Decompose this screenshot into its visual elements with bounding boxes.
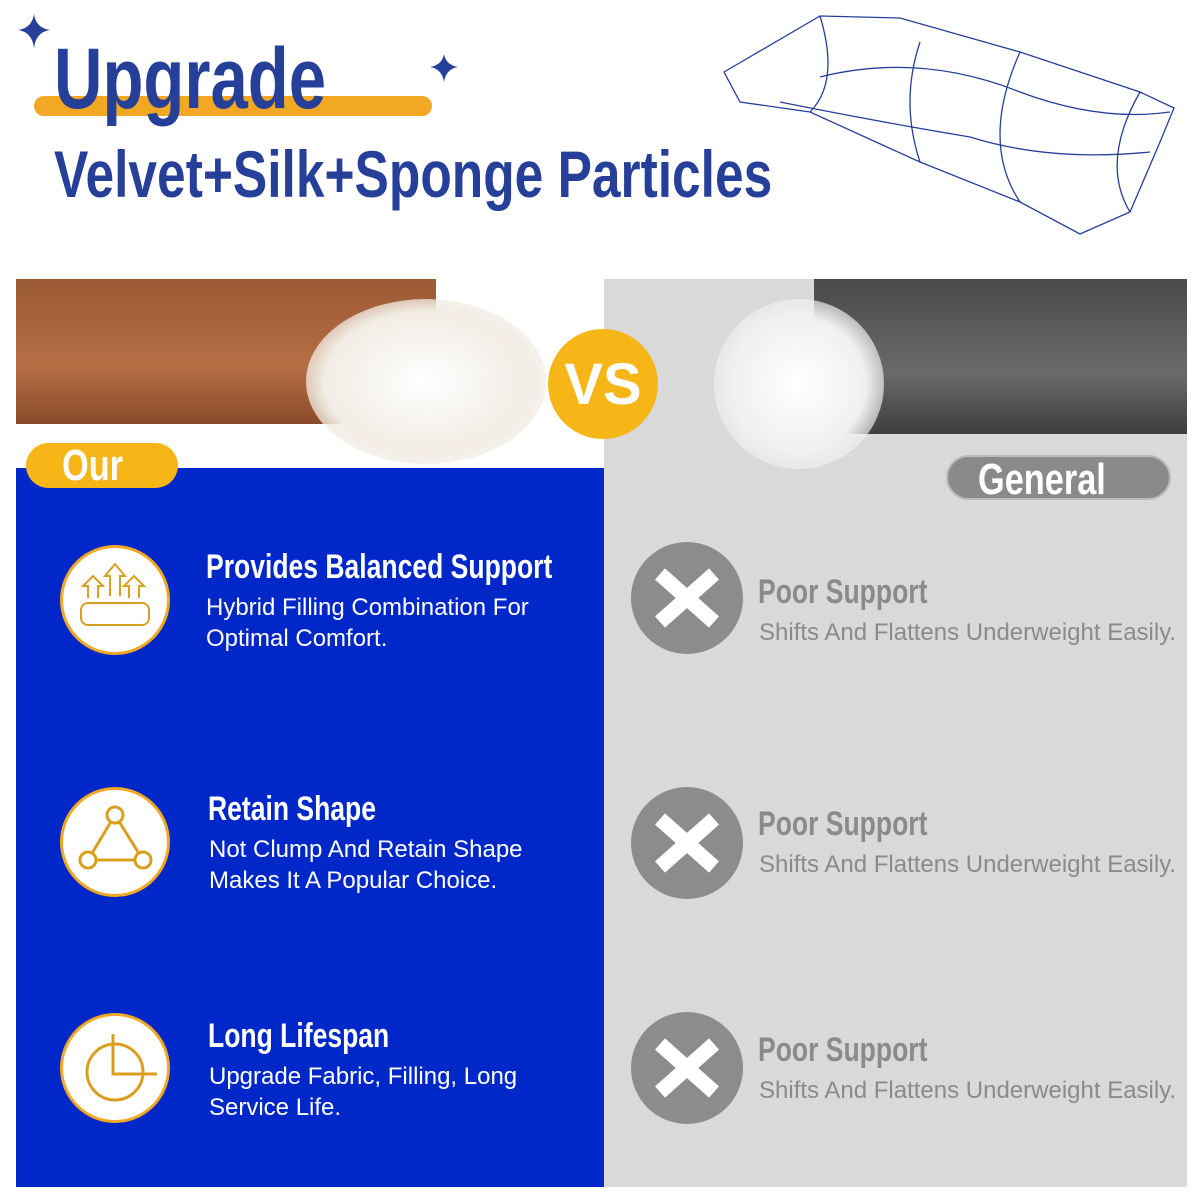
general-desc: Shifts And Flattens Underweight Easily. (759, 619, 1177, 646)
general-title: Poor Support (758, 805, 928, 843)
our-label: Our (26, 443, 178, 489)
x-icon (631, 1012, 743, 1124)
page-title: Upgrade (54, 31, 327, 127)
general-label: General (946, 455, 1171, 503)
page-subtitle: Velvet+Silk+Sponge Particles (54, 137, 773, 211)
title-underline (34, 96, 432, 116)
x-icon (631, 542, 743, 654)
x-icon (631, 787, 743, 899)
general-title: Poor Support (758, 573, 928, 611)
feature-desc: Hybrid Filling Combination For Optimal Co… (206, 594, 529, 652)
sparkle-icon (18, 14, 50, 48)
general-desc: Shifts And Flattens Underweight Easily. (759, 851, 1177, 878)
general-desc: Shifts And Flattens Underweight Easily. (759, 1077, 1177, 1104)
support-arrows-icon (60, 545, 170, 655)
our-product-image (16, 279, 604, 468)
feature-desc: Upgrade Fabric, Filling, Long Service Lif… (209, 1063, 518, 1121)
sparkle-icon (430, 54, 458, 82)
triangle-nodes-icon (60, 787, 170, 897)
cushion-sketch-icon (723, 15, 1175, 235)
feature-title: Retain Shape (208, 790, 377, 828)
feature-desc: Not Clump And Retain Shape Makes It A Pop… (209, 836, 523, 894)
feature-title: Provides Balanced Support (206, 548, 553, 586)
vs-badge: VS (548, 329, 658, 439)
clock-lifespan-icon (60, 1013, 170, 1123)
general-title: Poor Support (758, 1031, 928, 1069)
feature-title: Long Lifespan (208, 1017, 390, 1055)
